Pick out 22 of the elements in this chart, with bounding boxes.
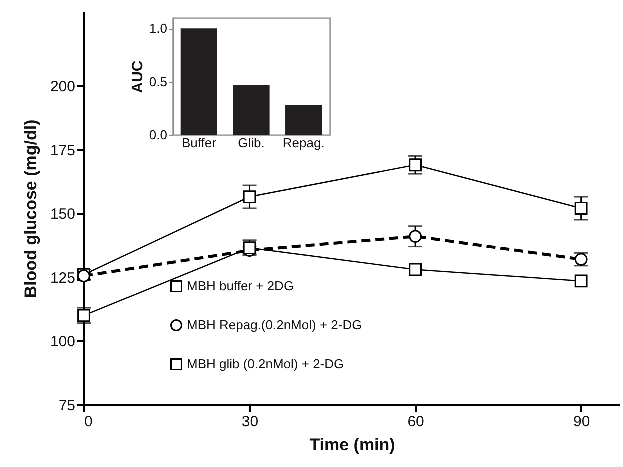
y-axis-title: AUC: [129, 60, 146, 94]
x-axis-title: Time (min): [310, 436, 396, 454]
legend-label: MBH glib (0.2nMol) + 2-DG: [187, 356, 344, 372]
y-tick-label: 175: [50, 142, 76, 160]
x-tick-label: Repag.: [282, 136, 325, 150]
y-tick-label: 100: [50, 334, 76, 351]
x-tick-label: Glib.: [238, 136, 265, 150]
y-tick-label: 200: [50, 78, 76, 96]
legend-label: MBH Repag.(0.2nMol) + 2-DG: [187, 318, 362, 332]
y-tick-label: 1.0: [149, 21, 168, 36]
x-tick-label: 60: [408, 414, 424, 430]
x-tick-label: 90: [573, 414, 590, 430]
y-tick-label: 150: [50, 206, 76, 224]
y-tick-label: 125: [50, 270, 76, 287]
legend-label: MBH buffer + 2DG: [187, 278, 294, 294]
x-tick-label: 30: [242, 414, 259, 430]
y-tick-label: 0.5: [149, 74, 168, 90]
y-tick-label: 0.0: [149, 128, 168, 142]
x-tick-label: 0: [84, 414, 93, 430]
x-tick-label: Buffer: [182, 136, 218, 150]
y-axis-title: Blood glucose (mg/dl): [21, 120, 40, 298]
y-tick-label: 75: [58, 398, 76, 414]
